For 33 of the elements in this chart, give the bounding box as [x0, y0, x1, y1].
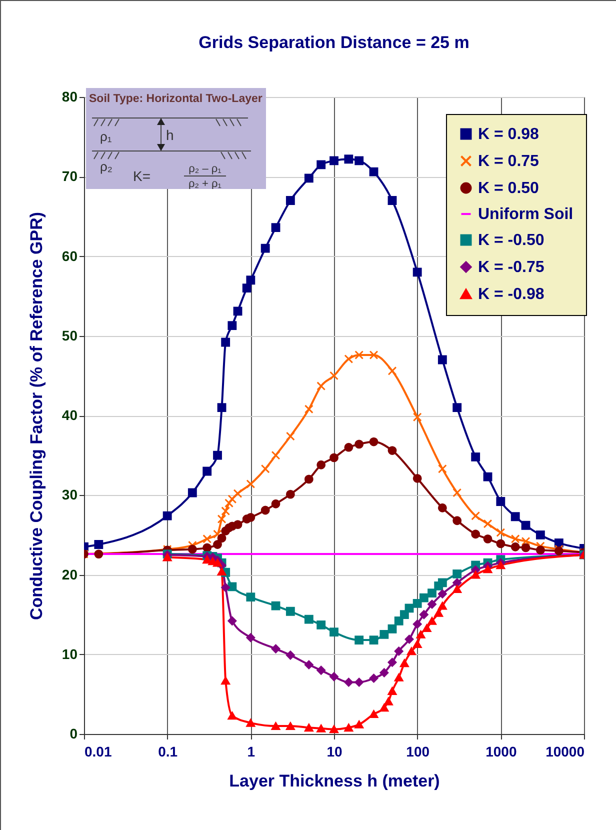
annotation: h: [166, 127, 174, 143]
y-tick-label: 0: [70, 726, 78, 742]
y-tick-label: 60: [62, 248, 78, 264]
x-tick-label: 10000: [546, 744, 585, 760]
y-tick-label: 80: [62, 88, 78, 104]
annotation: ρ₂: [100, 159, 112, 174]
y-tick-label: 30: [62, 486, 78, 503]
y-tick-label: 50: [62, 327, 78, 344]
x-tick-label: 10: [326, 744, 342, 760]
y-axis-title: Conductive Coupling Factor (% of Reference GPR): [26, 212, 46, 620]
chart-title: Grids Separation Distance = 25 m: [198, 33, 470, 52]
x-tick-label: 0.1: [158, 744, 178, 760]
legend-label: K = -0.98: [478, 286, 544, 303]
legend-label: K = -0.50: [478, 232, 544, 249]
annotation: ρ₂ – ρ₁: [188, 163, 222, 175]
x-tick-label: 100: [406, 744, 430, 760]
annotation: K=: [133, 168, 151, 184]
y-tick-label: 10: [62, 646, 78, 662]
legend-label: K = 0.75: [478, 153, 540, 170]
x-axis-title: Layer Thickness h (meter): [229, 772, 440, 790]
x-tick-label: 1: [247, 744, 256, 760]
legend-label: K = -0.75: [478, 259, 544, 276]
legend-label: K = 0.98: [478, 126, 540, 143]
y-tick-label: 70: [62, 168, 78, 184]
annotation: ρ₁: [100, 129, 112, 144]
legend-label: Uniform Soil: [478, 206, 574, 223]
y-tick-label: 20: [62, 566, 78, 582]
x-tick-label: 0.01: [84, 744, 112, 760]
legend-label: K = 0.50: [478, 180, 540, 197]
x-tick-label: 1000: [486, 744, 517, 760]
annotation: ρ₂ + ρ₁: [188, 178, 222, 190]
annotation: Soil Type: Horizontal Two-Layer: [89, 93, 263, 105]
y-tick-label: 40: [62, 407, 78, 423]
